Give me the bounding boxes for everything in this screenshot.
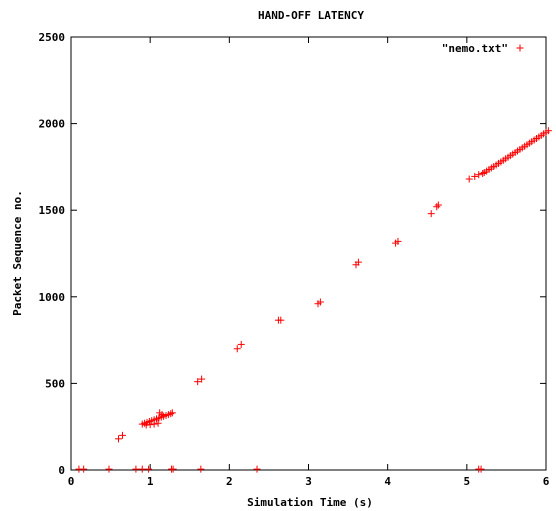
x-tick-label: 3 — [305, 475, 312, 488]
x-tick-label: 0 — [68, 475, 75, 488]
x-axis-label: Simulation Time (s) — [247, 496, 373, 509]
data-point — [354, 258, 362, 266]
data-point — [158, 411, 166, 419]
data-point — [237, 340, 245, 348]
x-tick-label: 6 — [543, 475, 550, 488]
y-tick-label: 1500 — [39, 204, 66, 217]
data-point — [197, 465, 205, 473]
data-point — [168, 409, 176, 417]
axis-ticks — [70, 36, 547, 471]
data-point — [475, 171, 483, 179]
data-point — [433, 203, 441, 211]
x-tick-label: 2 — [226, 475, 233, 488]
y-tick-label: 2000 — [39, 118, 66, 131]
data-point — [277, 316, 285, 324]
data-point — [316, 298, 324, 306]
data-point — [145, 465, 153, 473]
data-point — [105, 465, 113, 473]
data-point — [154, 419, 162, 427]
data-points — [75, 127, 552, 473]
data-point — [194, 378, 202, 386]
data-point — [150, 420, 158, 428]
data-point — [233, 345, 241, 353]
data-point — [132, 465, 140, 473]
data-point — [253, 465, 261, 473]
data-point — [479, 169, 487, 177]
data-point — [169, 465, 177, 473]
legend-marker — [516, 44, 524, 52]
y-tick-labels: 0 500 1000 1500 2000 2500 — [39, 31, 66, 477]
data-point — [465, 175, 473, 183]
data-point — [471, 172, 479, 180]
y-tick-label: 1000 — [39, 291, 66, 304]
x-tick-label: 4 — [384, 475, 391, 488]
data-point — [394, 237, 402, 245]
plot-frame — [70, 36, 547, 471]
y-tick-label: 0 — [58, 464, 65, 477]
legend-label: "nemo.txt" — [442, 42, 508, 55]
x-tick-label: 5 — [464, 475, 471, 488]
data-point — [198, 375, 206, 383]
y-axis-label: Packet Sequence no. — [11, 190, 24, 316]
x-tick-labels: 0 1 2 3 4 5 6 — [68, 475, 550, 488]
y-tick-label: 2500 — [39, 31, 66, 44]
data-point — [146, 421, 154, 429]
data-point — [427, 210, 435, 218]
data-point — [477, 465, 485, 473]
data-point — [115, 435, 122, 443]
data-point — [167, 410, 175, 418]
legend-marker-symbol — [516, 44, 524, 52]
data-point — [80, 465, 88, 473]
data-point — [544, 127, 552, 135]
chart-title: HAND-OFF LATENCY — [258, 9, 364, 22]
data-point — [138, 465, 146, 473]
x-tick-label: 1 — [147, 475, 154, 488]
y-tick-label: 500 — [45, 377, 65, 390]
data-point — [434, 201, 442, 209]
data-point — [118, 431, 126, 439]
